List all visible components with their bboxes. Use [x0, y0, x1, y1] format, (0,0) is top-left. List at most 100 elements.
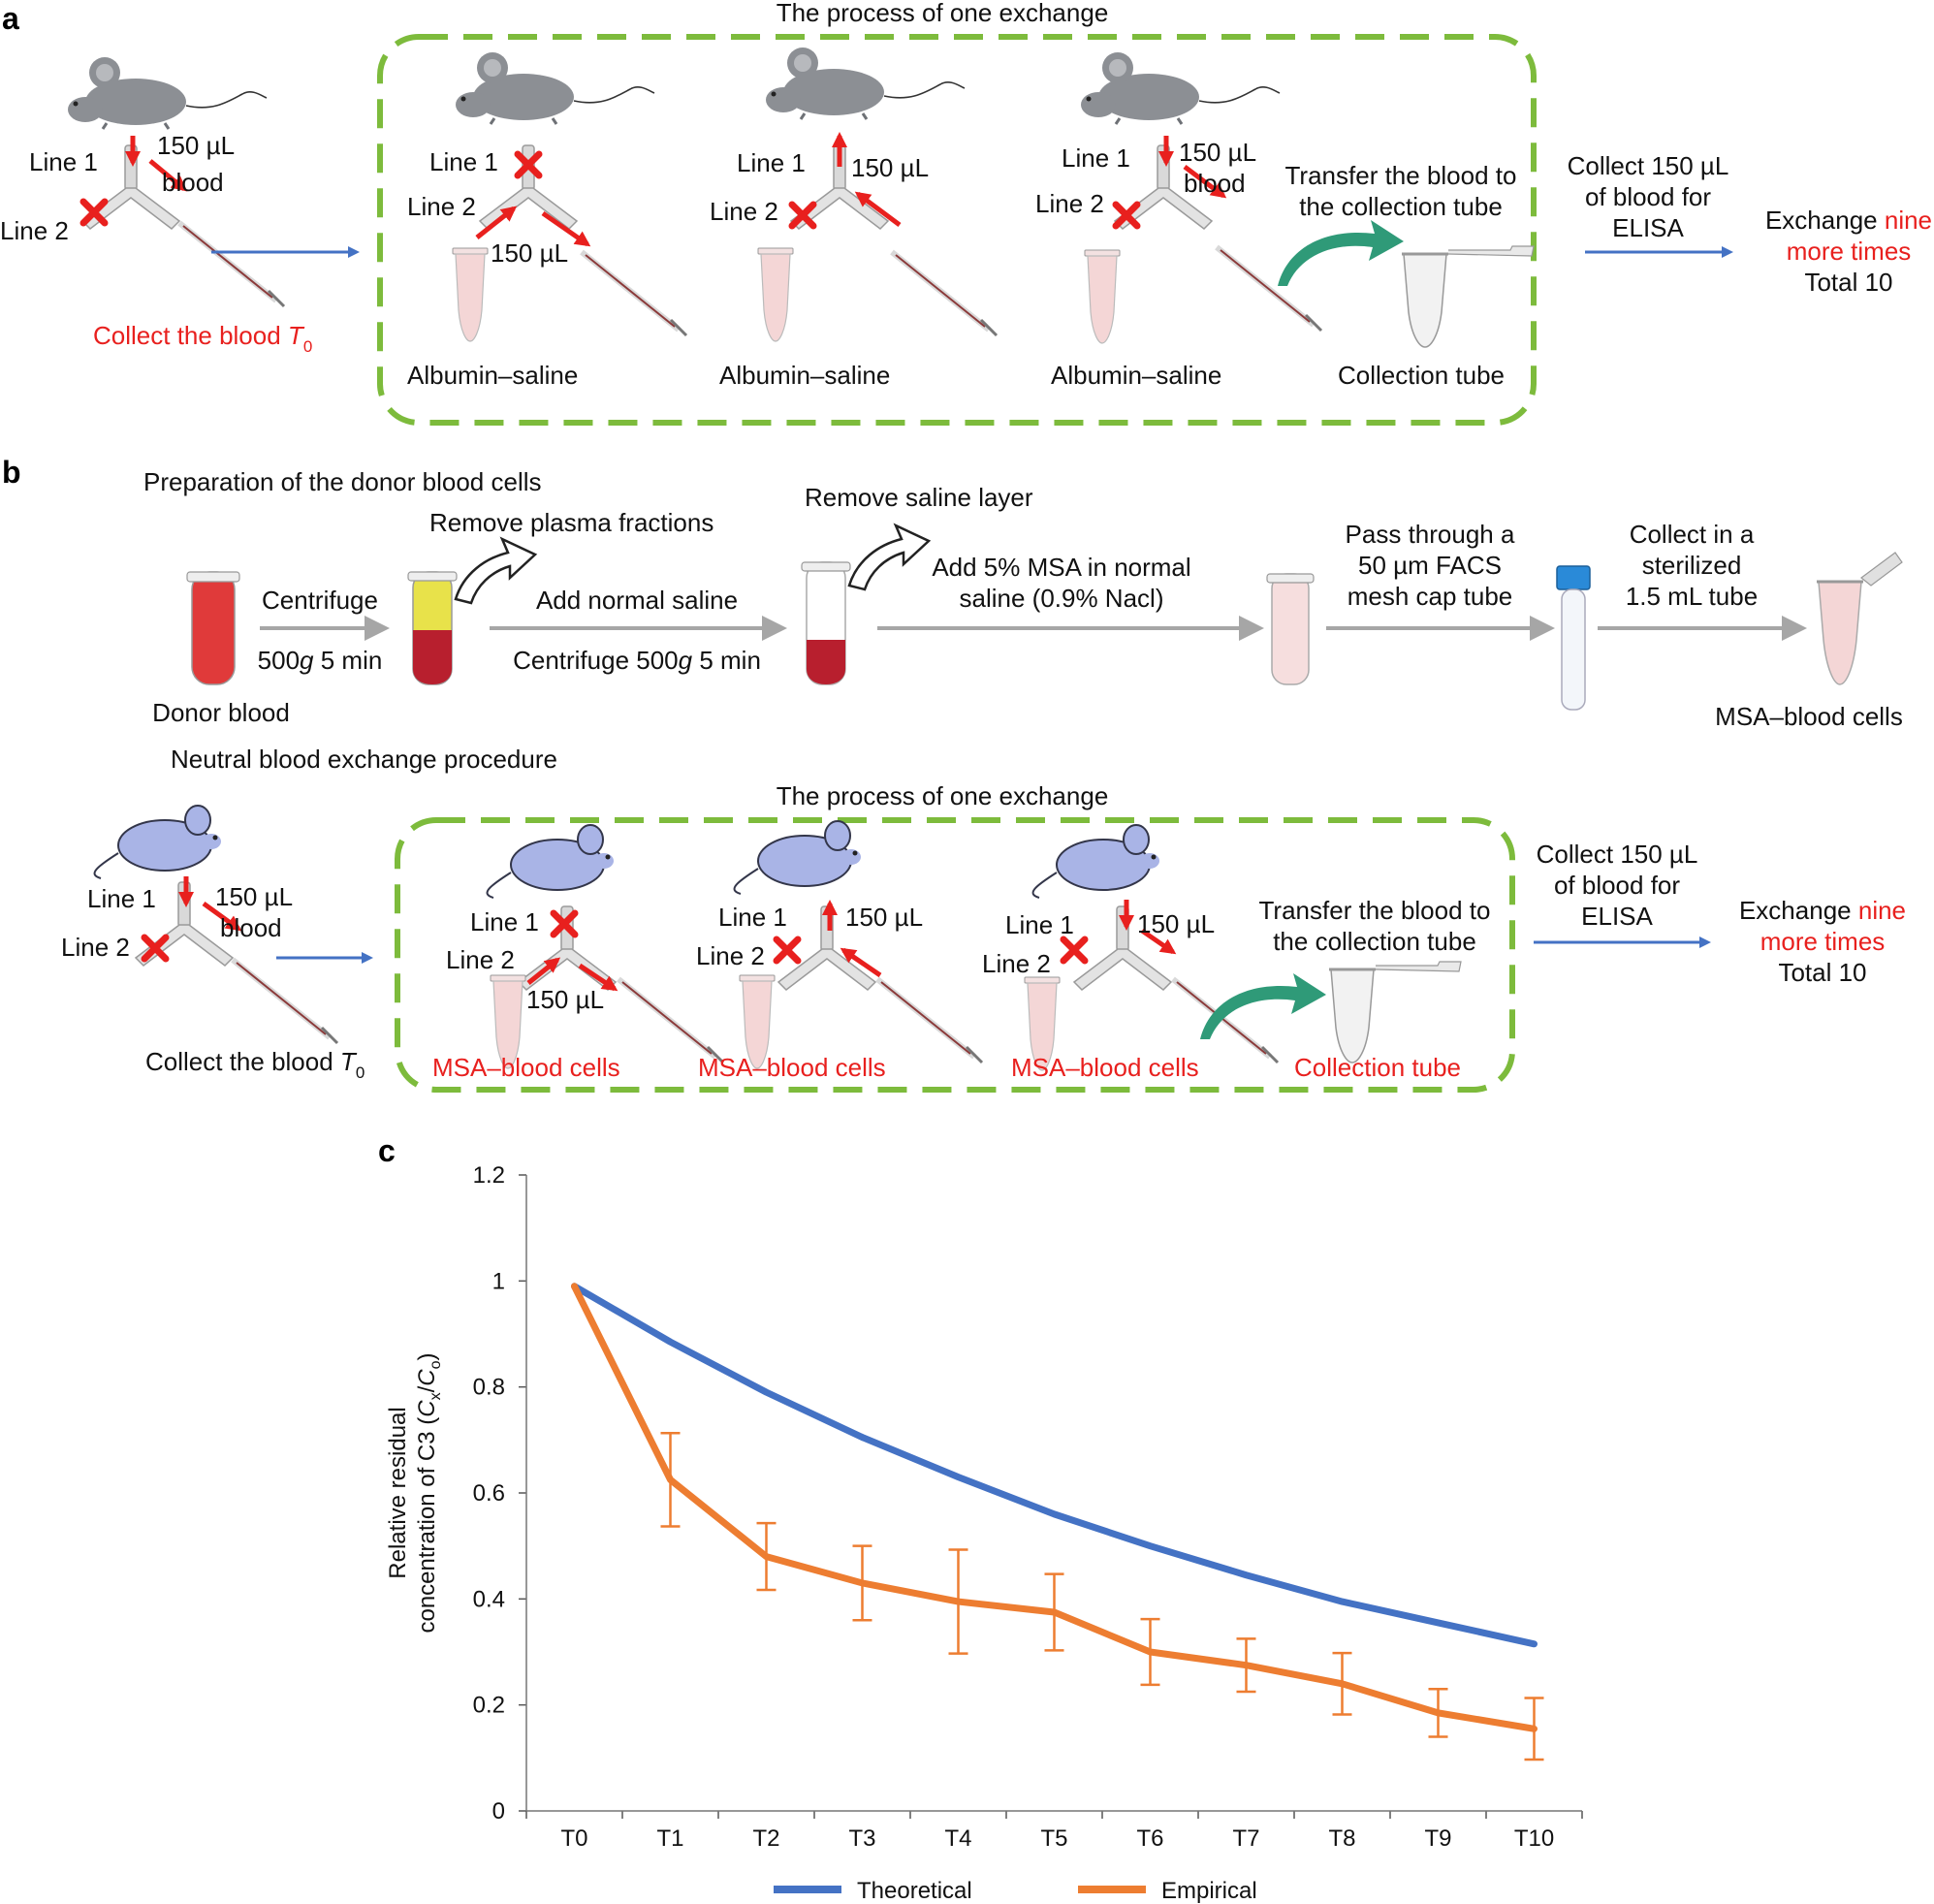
data-point-theoretical [1341, 1601, 1344, 1603]
exchange-more-3: Total 10 [1778, 958, 1866, 987]
albumin-saline-label: Albumin–saline [407, 361, 578, 390]
red-arrow [840, 947, 882, 978]
albumin-tube-icon [452, 247, 489, 342]
x-tick-label: T5 [1040, 1825, 1067, 1852]
error-bar [1524, 1697, 1544, 1761]
y-axis-title-1: Relative residual [385, 1407, 411, 1578]
y-tick-label: 0.6 [473, 1480, 505, 1507]
albumin-tube-icon [1084, 249, 1121, 344]
red-arrow [1140, 928, 1177, 955]
blood-label: blood [162, 168, 224, 197]
legend-label-theoretical: Theoretical [857, 1878, 972, 1904]
y-tick-label: 0 [492, 1798, 505, 1825]
line1-label: Line 1 [87, 884, 156, 913]
panel-b-label: b [2, 455, 21, 490]
red-arrow [854, 191, 902, 228]
collect-elisa-2: of blood for [1585, 182, 1711, 211]
centrifuge-label: Centrifuge [262, 586, 378, 615]
data-point-theoretical [1533, 1642, 1536, 1645]
microtube-icon [1817, 552, 1903, 685]
transfer-label-1: Transfer the blood to [1285, 161, 1517, 190]
exchange-more-1: Exchange nine [1739, 896, 1906, 925]
green-curved-arrow-icon [1278, 220, 1404, 286]
volume-label: 150 µL [526, 985, 604, 1014]
x-tick-label: T2 [752, 1825, 779, 1852]
donor-blood-label: Donor blood [152, 698, 290, 727]
legend: Theoretical Empirical [774, 1878, 1257, 1904]
exchange-box [377, 34, 1537, 426]
pass-label-2: 50 µm FACS [1358, 551, 1502, 580]
data-point-empirical [573, 1285, 576, 1287]
white-curved-arrow-icon [847, 524, 931, 591]
collect-elisa-3: ELISA [1581, 902, 1653, 931]
x-tick-label: T4 [944, 1825, 971, 1852]
legend-label-empirical: Empirical [1161, 1878, 1257, 1904]
syringe-icon [582, 252, 686, 335]
collect-label-1: Collect in a [1630, 520, 1755, 549]
error-bar [756, 1521, 777, 1592]
volume-label: 150 µL [157, 131, 235, 160]
red-arrow [202, 901, 242, 932]
mouse-icon [93, 805, 223, 879]
collect-elisa-3: ELISA [1612, 213, 1684, 242]
line2-label: Line 2 [696, 941, 765, 970]
collect-t0-label-b: Collect the blood T0 [145, 1047, 365, 1082]
red-arrow [1183, 165, 1227, 199]
collection-tube-label: Collection tube [1294, 1053, 1461, 1082]
red-x-icon [777, 939, 798, 961]
exchange-title-a: The process of one exchange [777, 0, 1109, 27]
blood-label: blood [220, 913, 282, 942]
error-bar [660, 1431, 681, 1528]
facs-tube-icon [1556, 565, 1591, 711]
add-msa-label-2: saline (0.9% Nacl) [960, 584, 1164, 613]
volume-label: 150 µL [215, 882, 293, 911]
exchange-more-2: more times [1787, 237, 1912, 266]
msa-tube-icon [1266, 573, 1315, 685]
transfer-label-2: the collection tube [1273, 927, 1476, 956]
error-bar [948, 1548, 968, 1655]
data-point-theoretical [669, 1341, 672, 1344]
line2-label: Line 2 [710, 197, 778, 226]
red-arrow [526, 957, 561, 985]
data-point-theoretical [1437, 1621, 1440, 1624]
y-tick-label: 1.2 [473, 1162, 505, 1189]
y-axis-title-2: concentration of C3 (Cx/Co) [414, 1352, 444, 1633]
data-point-theoretical [861, 1436, 864, 1439]
volume-label: 150 µL [845, 903, 923, 932]
line2-label: Line 2 [61, 933, 130, 962]
line1-label: Line 1 [470, 907, 539, 936]
albumin-tube-icon [757, 247, 794, 342]
centrifuge-500-label: Centrifuge 500g 5 min [513, 646, 761, 675]
neutral-title: Neutral blood exchange procedure [171, 745, 557, 774]
syringe-icon [233, 960, 337, 1043]
mouse-icon [454, 50, 656, 126]
blood-label: blood [1184, 169, 1246, 198]
line1-label: Line 1 [718, 903, 787, 932]
red-arrow [578, 963, 618, 992]
collect-elisa-2: of blood for [1554, 871, 1680, 900]
x-tick-label: T3 [848, 1825, 875, 1852]
y-tick-label: 0.8 [473, 1375, 505, 1401]
x-tick-label: T1 [656, 1825, 683, 1852]
msa-blood-cells-label: MSA–blood cells [698, 1053, 886, 1082]
error-bar [1332, 1651, 1352, 1716]
data-point-theoretical [1245, 1573, 1248, 1576]
x-tick-label: T6 [1136, 1825, 1163, 1852]
collect-label-3: 1.5 mL tube [1626, 582, 1758, 611]
green-curved-arrow-icon [1200, 973, 1326, 1039]
error-bar [1236, 1637, 1256, 1694]
exchange-more-2: more times [1760, 927, 1886, 956]
line1-label: Line 1 [29, 147, 98, 176]
x-tick-label: T0 [560, 1825, 587, 1852]
line-chart: 0 0.2 0.4 0.6 0.8 1 1.2 T0 T1 T2 T3 T4 T5 T6 T7 T8 T9 T1… [385, 1162, 1583, 1904]
syringe-icon [618, 979, 723, 1063]
pass-label-1: Pass through a [1346, 520, 1515, 549]
error-bar [1428, 1688, 1448, 1738]
remove-plasma-label: Remove plasma fractions [429, 508, 713, 537]
y-tick-label: 0.4 [473, 1586, 505, 1612]
y-tick-label: 0.2 [473, 1693, 505, 1719]
syringe-icon [179, 223, 284, 306]
x-tick-label: T10 [1514, 1825, 1554, 1852]
syringe-icon [877, 979, 982, 1063]
volume-label: 150 µL [1179, 138, 1256, 167]
